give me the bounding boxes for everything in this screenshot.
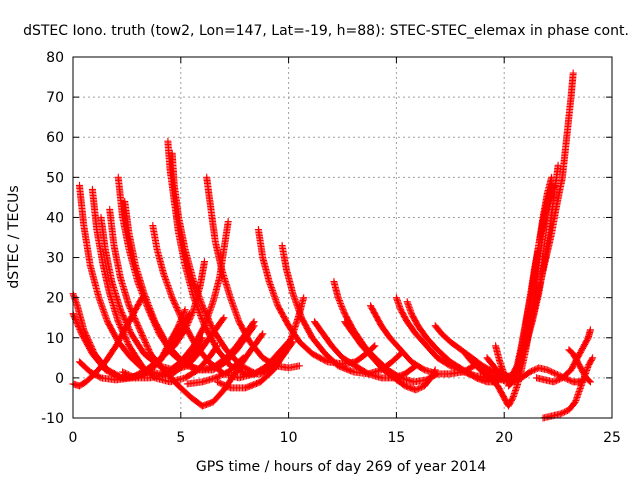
y-tick-label: 80 <box>46 50 64 66</box>
plot-area <box>69 69 597 422</box>
data-points-pass-22 <box>341 318 439 394</box>
x-axis-label: GPS time / hours of day 269 of year 2014 <box>196 459 486 475</box>
x-tick-label: 5 <box>176 430 185 446</box>
data-points-pass-34 <box>533 326 594 386</box>
y-axis-label: dSTEC / TECUs <box>6 185 22 288</box>
data-points-pass-13 <box>183 354 247 388</box>
y-tick-label: 10 <box>46 331 64 347</box>
y-tick-label: 60 <box>46 130 64 146</box>
data-points-pass-14 <box>75 258 208 384</box>
series-pass-13 <box>183 354 247 388</box>
x-tick-label: 0 <box>69 430 78 446</box>
series-pass-12 <box>168 149 260 378</box>
y-tick-label: -10 <box>41 411 64 427</box>
series-pass-22 <box>341 318 439 394</box>
data-points-pass-12 <box>168 149 260 378</box>
data-points-pass-32 <box>492 181 556 382</box>
series-pass-34 <box>533 326 594 386</box>
series-pass-07 <box>106 205 267 410</box>
chart-title: dSTEC Iono. truth (tow2, Lon=147, Lat=-1… <box>23 23 629 39</box>
data-points-pass-19 <box>213 294 308 392</box>
series-pass-32 <box>492 181 556 382</box>
data-points-pass-16 <box>119 218 232 382</box>
y-tick-label: 30 <box>46 251 64 267</box>
x-tick-label: 10 <box>280 430 298 446</box>
series-pass-16 <box>119 218 232 382</box>
plot-border <box>72 56 613 419</box>
x-tick-label: 20 <box>495 430 513 446</box>
x-tick-label: 15 <box>387 430 405 446</box>
y-tick-label: 0 <box>55 371 64 387</box>
x-tick-label: 25 <box>603 430 621 446</box>
axes: 0 5 10 15 20 25 -10 0 10 20 30 40 50 60 70 80 <box>41 50 621 446</box>
data-points-pass-07 <box>106 205 267 410</box>
series-pass-14 <box>75 258 208 384</box>
y-tick-label: 20 <box>46 291 64 307</box>
y-tick-label: 40 <box>46 210 64 226</box>
y-tick-label: 50 <box>46 170 64 186</box>
series-pass-19 <box>213 294 308 392</box>
y-tick-label: 70 <box>46 90 64 106</box>
